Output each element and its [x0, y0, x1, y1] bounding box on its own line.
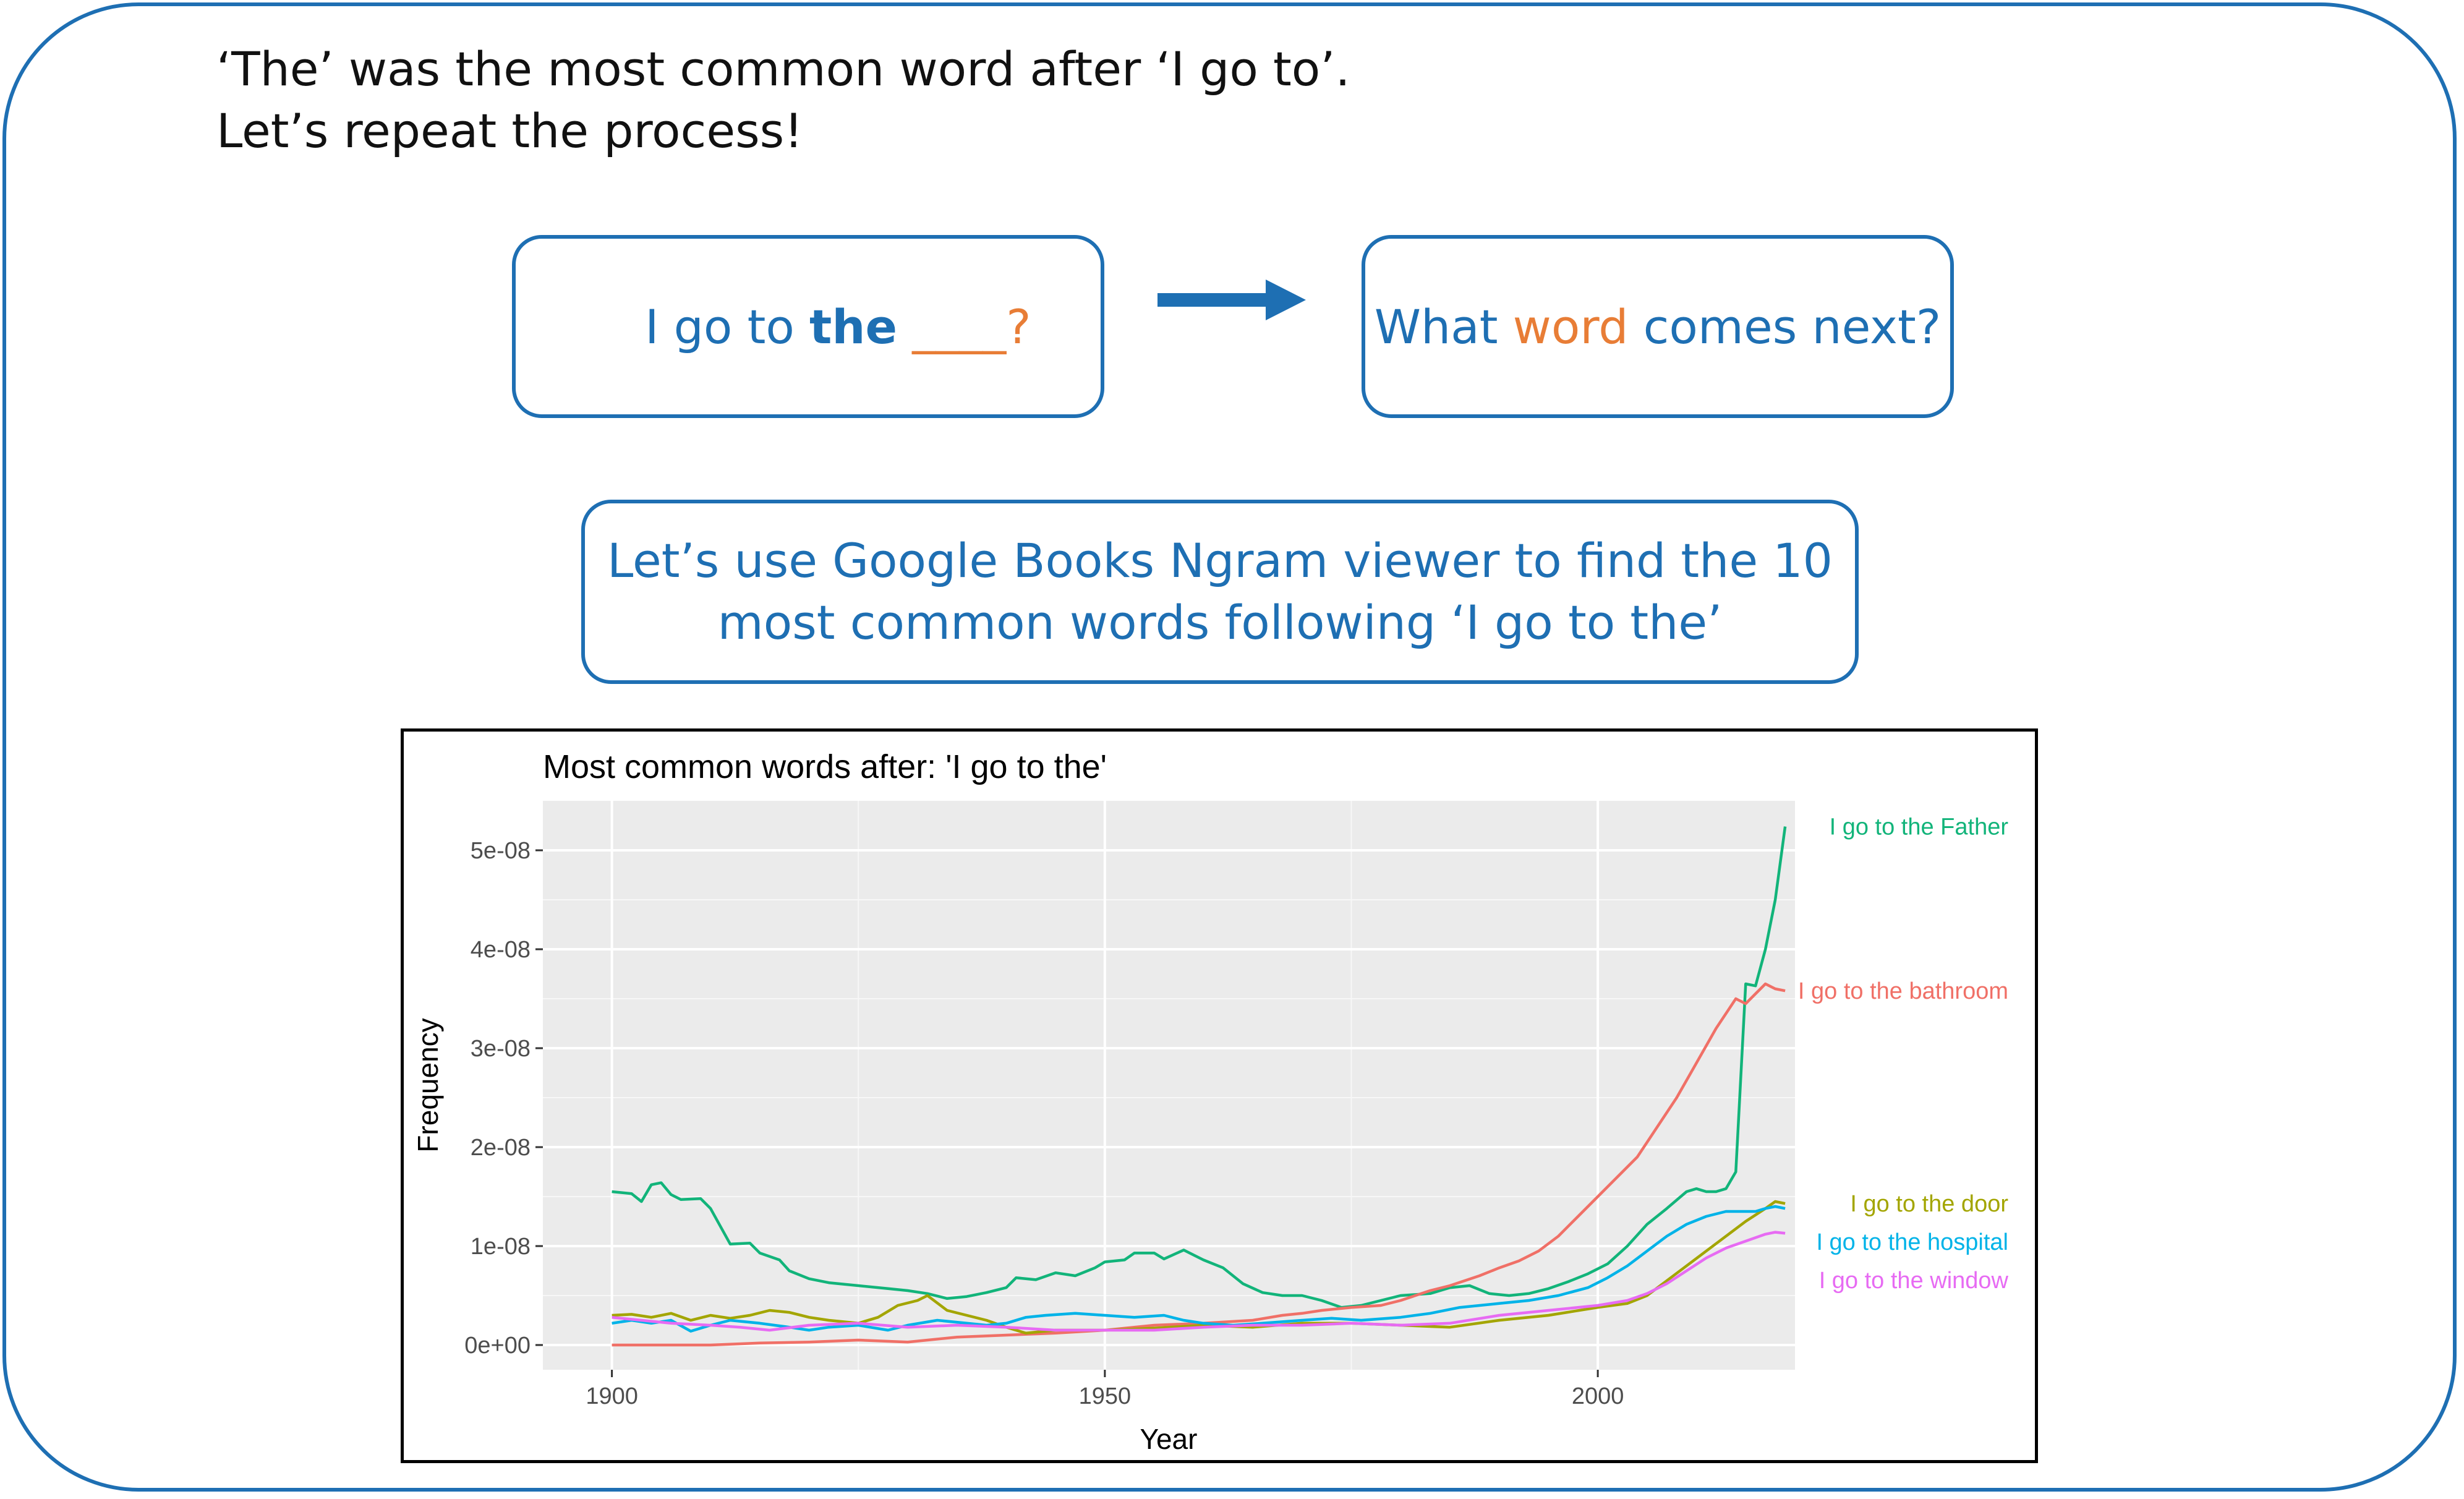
y-tick-label: 4e-08: [471, 937, 531, 963]
series-line-i-go-to-the-father: [612, 826, 1787, 1309]
question-part-2: comes next?: [1628, 299, 1942, 354]
y-tick-label: 3e-08: [471, 1036, 531, 1062]
intro-line-2: Let’s repeat the process!: [216, 103, 803, 158]
series-label-i-go-to-the-bathroom: I go to the bathroom: [1798, 978, 2008, 1004]
series-label-i-go-to-the-father: I go to the Father: [1830, 814, 2009, 840]
plot-panel: [543, 801, 1795, 1370]
series-line-i-go-to-the-bathroom: [612, 982, 1786, 1347]
ngram-line-1: Let’s use Google Books Ngram viewer to f…: [607, 533, 1833, 588]
x-tick-label: 1950: [1079, 1383, 1132, 1409]
y-tick-label: 0e+00: [464, 1333, 531, 1359]
series-label-i-go-to-the-window: I go to the window: [1819, 1268, 2009, 1294]
ngram-line-chart: Most common words after: 'I go to the' 0…: [412, 748, 2009, 1455]
y-tick-label: 5e-08: [471, 838, 531, 864]
ngram-box: Let’s use Google Books Ngram viewer to f…: [581, 500, 1859, 684]
intro-text: ‘The’ was the most common word after ‘I …: [216, 38, 1350, 162]
question-accent-word: word: [1512, 299, 1629, 354]
x-axis-title: Year: [1140, 1423, 1198, 1455]
chart-frame: Most common words after: 'I go to the' 0…: [401, 728, 2038, 1463]
series-line-i-go-to-the-window: [612, 1231, 1786, 1332]
question-part-1: What: [1374, 299, 1513, 354]
y-axis-title: Frequency: [412, 1018, 444, 1152]
prompt-box: I go to the ____?: [512, 235, 1104, 418]
series-lines: [612, 826, 1787, 1347]
series-line-i-go-to-the-door: [612, 1200, 1786, 1335]
chart-title: Most common words after: 'I go to the': [543, 748, 1107, 785]
prompt-prefix: I go to: [645, 299, 810, 354]
y-tick-label: 2e-08: [471, 1135, 531, 1161]
grid-minor: [543, 801, 1795, 1370]
question-box: What word comes next?: [1362, 235, 1954, 418]
intro-line-1: ‘The’ was the most common word after ‘I …: [216, 41, 1350, 96]
ngram-line-2: most common words following ‘I go to the…: [717, 595, 1723, 650]
x-tick-label: 1900: [586, 1383, 638, 1409]
y-tick-label: 1e-08: [471, 1234, 531, 1260]
y-axis: 0e+00 1e-08 2e-08 3e-08 4e-08 5e-08: [464, 838, 543, 1359]
series-label-i-go-to-the-hospital: I go to the hospital: [1816, 1229, 2008, 1255]
series-labels: I go to the Father I go to the bathroom I …: [1798, 814, 2009, 1294]
x-tick-label: 2000: [1572, 1383, 1624, 1409]
x-axis: 1900 1950 2000: [586, 1370, 1624, 1409]
right-arrow-icon: [1157, 280, 1306, 320]
prompt-blank: ____?: [897, 299, 1031, 354]
prompt-bold-word: the: [809, 299, 898, 354]
series-label-i-go-to-the-door: I go to the door: [1850, 1191, 2008, 1217]
